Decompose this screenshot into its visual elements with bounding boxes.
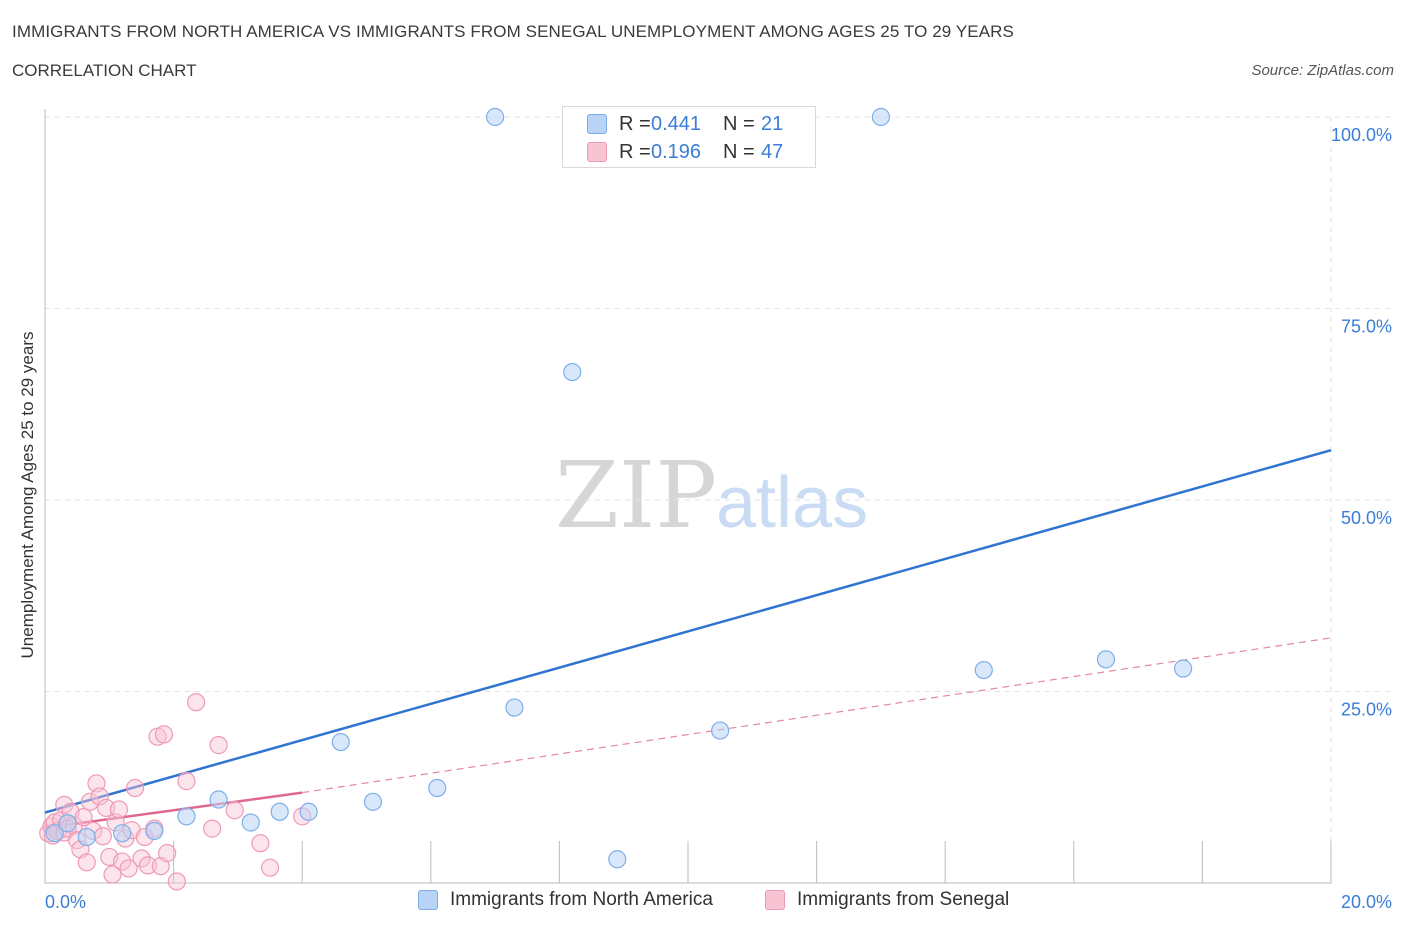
legend-r-value: 0.196 <box>651 140 702 163</box>
legend-row-senegal: R = 0.196 N = 47 <box>587 139 783 165</box>
north-america-point <box>974 660 993 680</box>
senegal-trend-line-dashed <box>302 637 1332 794</box>
trend-lines <box>44 449 1332 830</box>
bottom-legend-label: Immigrants from North America <box>450 889 713 910</box>
north-america-point <box>299 802 318 821</box>
senegal-point <box>119 859 138 878</box>
source-label: Source: ZipAtlas.com <box>1251 62 1394 79</box>
bottom-legend: Immigrants from North America Immigrants… <box>0 889 1406 915</box>
bottom-legend-north-america[interactable]: Immigrants from North America <box>418 889 713 911</box>
north-america-point <box>486 107 505 127</box>
north-america-point <box>563 362 582 382</box>
north-america-point <box>608 850 627 869</box>
correlation-legend: R = 0.441 N = 21 R = 0.196 N = 47 <box>562 106 816 168</box>
north-america-point <box>1174 659 1193 678</box>
bottom-legend-swatch-blue <box>418 890 438 910</box>
senegal-point <box>260 858 280 877</box>
north-america-point <box>177 807 196 826</box>
north-america-point <box>428 778 447 798</box>
legend-row-north-america: R = 0.441 N = 21 <box>587 111 783 137</box>
bottom-legend-label: Immigrants from Senegal <box>797 889 1010 910</box>
senegal-point <box>225 801 244 820</box>
y-axis-label: Unemployment Among Ages 25 to 29 years <box>18 331 37 659</box>
y-tick-label: 25.0% <box>1341 700 1392 720</box>
senegal-point <box>209 736 228 755</box>
north-america-point <box>209 790 228 809</box>
north-america-point <box>331 732 350 752</box>
x-tick-label: 20.0% <box>1341 892 1392 912</box>
senegal-point <box>132 849 151 868</box>
north-america-point <box>270 802 289 821</box>
data-points <box>39 107 1193 891</box>
legend-r-value: 0.441 <box>651 112 702 135</box>
y-tick-label: 75.0% <box>1341 317 1392 337</box>
watermark-zip: ZIP <box>555 442 717 549</box>
senegal-point <box>103 865 122 884</box>
axes <box>44 109 1332 884</box>
senegal-point <box>77 853 96 872</box>
legend-n-label: N = <box>723 112 755 135</box>
senegal-point <box>203 819 222 838</box>
north-america-point <box>77 827 96 847</box>
legend-n-label: N = <box>723 140 755 163</box>
senegal-point <box>154 725 174 744</box>
legend-n-value: 47 <box>761 140 784 163</box>
tick-labels: 25.0% 50.0% 75.0% 100.0% 0.0% 20.0% <box>45 125 1392 912</box>
gridlines <box>45 116 1392 883</box>
legend-swatch-pink <box>587 142 607 162</box>
north-america-point <box>58 814 77 833</box>
senegal-point <box>113 852 132 871</box>
senegal-point <box>80 792 100 811</box>
chart-subtitle: CORRELATION CHART <box>12 61 197 80</box>
senegal-point <box>90 787 109 806</box>
senegal-point <box>55 795 74 814</box>
legend-r-label: R = <box>619 112 651 135</box>
north-america-point <box>711 721 730 740</box>
senegal-point <box>187 693 206 712</box>
senegal-point <box>251 834 270 853</box>
senegal-point <box>74 808 93 827</box>
north-america-point <box>145 821 164 841</box>
senegal-point <box>158 844 177 863</box>
x-tick-label: 0.0% <box>45 892 86 912</box>
senegal-point <box>125 778 145 798</box>
y-tick-label: 50.0% <box>1341 508 1392 528</box>
legend-n-value: 21 <box>761 112 784 135</box>
north-america-point <box>363 792 383 811</box>
senegal-point <box>177 772 196 791</box>
senegal-point <box>138 856 157 875</box>
y-tick-label: 100.0% <box>1331 125 1392 145</box>
senegal-point <box>93 827 112 846</box>
north-america-point <box>871 107 891 127</box>
senegal-point <box>167 872 186 891</box>
north-america-point <box>45 824 64 843</box>
senegal-trend-line <box>44 791 303 830</box>
bottom-legend-senegal[interactable]: Immigrants from Senegal <box>765 889 1009 911</box>
legend-swatch-blue <box>587 114 607 134</box>
chart-title: IMMIGRANTS FROM NORTH AMERICA VS IMMIGRA… <box>12 22 1014 41</box>
north-america-trend-line <box>44 449 1332 814</box>
senegal-point <box>109 800 129 819</box>
north-america-point <box>505 698 524 717</box>
bottom-legend-swatch-pink <box>765 890 785 910</box>
north-america-point <box>1096 650 1116 669</box>
watermark-atlas: atlas <box>716 463 868 543</box>
north-america-point <box>241 813 260 832</box>
legend-r-label: R = <box>619 140 651 163</box>
north-america-point <box>113 824 132 843</box>
